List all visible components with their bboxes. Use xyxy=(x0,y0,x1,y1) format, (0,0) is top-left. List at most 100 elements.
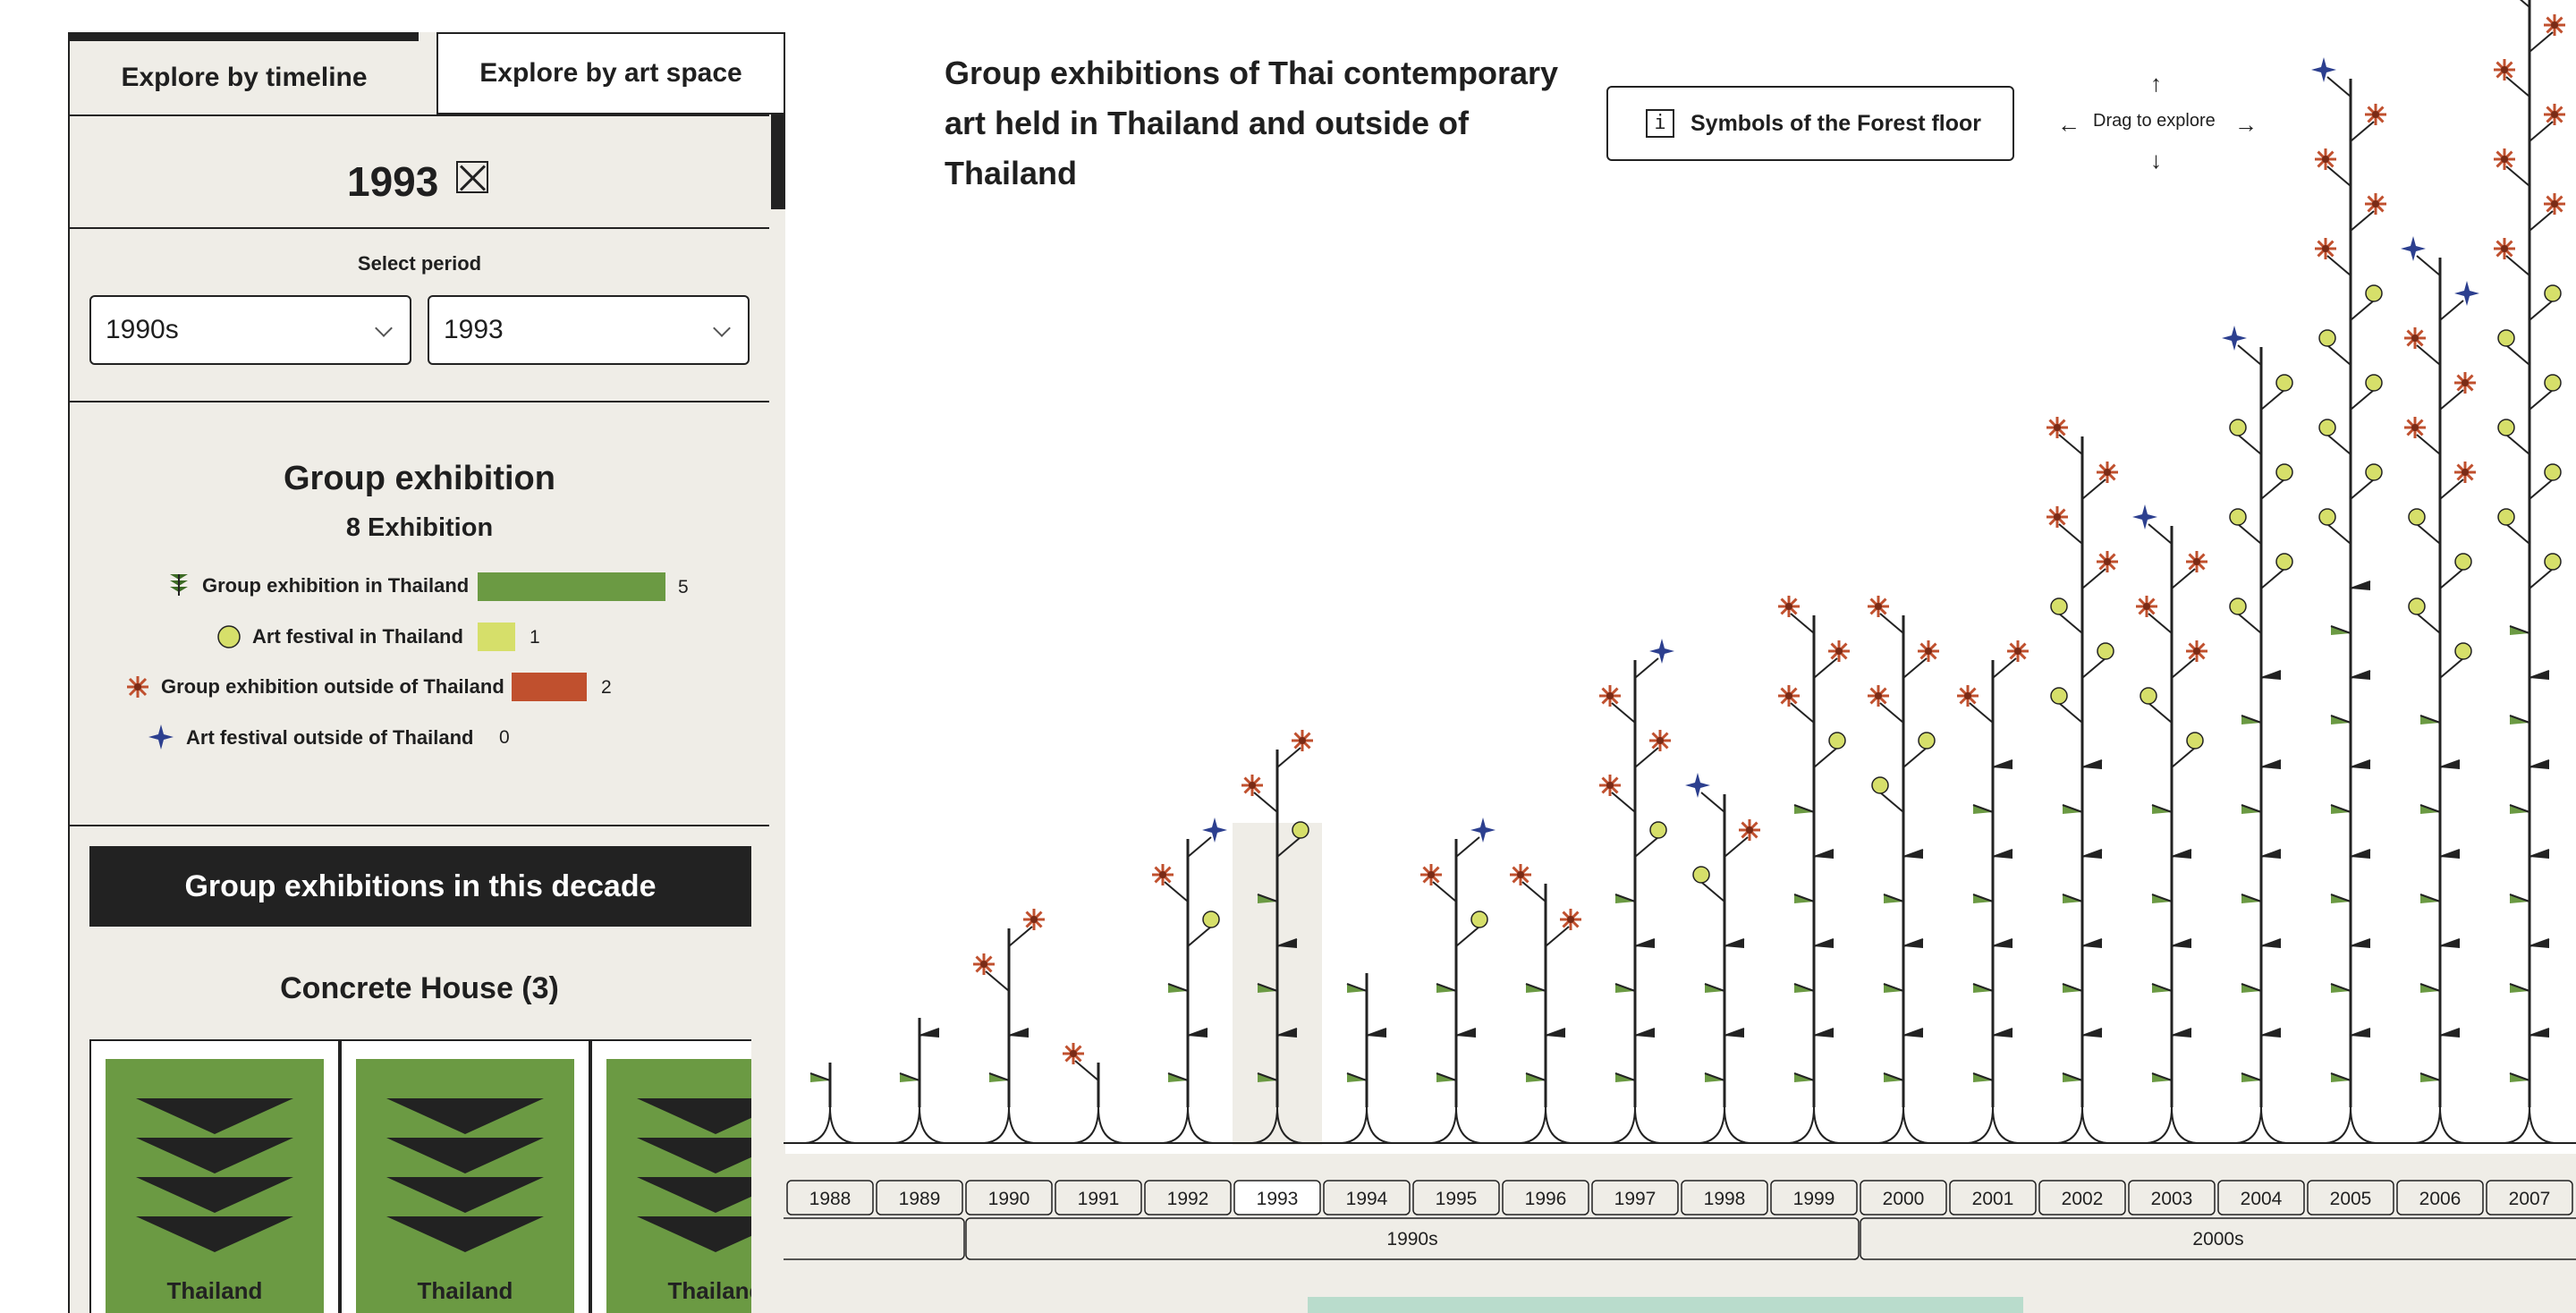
decade-box[interactable] xyxy=(784,1217,965,1260)
leaf-stem xyxy=(1257,894,1278,902)
decade-exhibitions-button[interactable]: Group exhibitions in this decade xyxy=(89,846,751,927)
exhibition-card[interactable]: Thailand xyxy=(340,1039,590,1313)
branch xyxy=(2058,523,2083,545)
year-box[interactable] xyxy=(1233,1180,1321,1216)
year-box[interactable] xyxy=(876,1180,963,1216)
leaf-stem xyxy=(2529,1028,2550,1037)
branch xyxy=(2148,613,2173,634)
circle-mark xyxy=(2408,597,2426,615)
plant-base xyxy=(2504,1106,2555,1144)
year-box[interactable] xyxy=(1591,1180,1679,1216)
panel-scrollbar[interactable] xyxy=(771,114,785,209)
year-box[interactable] xyxy=(1860,1180,1947,1216)
branch xyxy=(2058,702,2083,724)
year-box[interactable] xyxy=(1055,1180,1142,1216)
arrow-up-icon: ↑ xyxy=(2150,70,2162,97)
year-label: 2007 xyxy=(2509,1189,2551,1209)
year-box[interactable] xyxy=(2128,1180,2216,1216)
branch xyxy=(2237,523,2262,545)
branch xyxy=(1545,926,1570,947)
leaf-stem xyxy=(1972,1072,1994,1081)
year-box[interactable] xyxy=(1681,1180,1768,1216)
branch xyxy=(2505,434,2530,455)
plant-base xyxy=(1699,1106,1750,1144)
flower-mark xyxy=(1023,909,1045,930)
tab-explore-by-timeline[interactable]: Explore by timeline xyxy=(70,32,419,114)
leaf-stem xyxy=(2171,938,2192,947)
leaf-stem xyxy=(1346,1072,1368,1081)
forest-floor-legend-button[interactable]: i Symbols of the Forest floor xyxy=(1606,86,2014,161)
branch xyxy=(1902,657,1928,679)
year-box[interactable] xyxy=(1502,1180,1589,1216)
leaf-stem xyxy=(2241,715,2262,724)
year-box[interactable] xyxy=(1949,1180,2037,1216)
leaf-stem xyxy=(1992,1028,2013,1037)
year-box[interactable] xyxy=(965,1180,1053,1216)
branch xyxy=(2350,121,2375,142)
branch xyxy=(1187,926,1212,947)
year-box[interactable] xyxy=(2486,1180,2573,1216)
flower-mark xyxy=(2544,104,2565,125)
close-icon[interactable] xyxy=(456,161,488,193)
year-plant-1996 xyxy=(1510,864,1581,1144)
year-select[interactable]: 1993 xyxy=(428,295,750,365)
flower-center xyxy=(2104,469,2111,476)
branch xyxy=(1164,881,1189,902)
flower-center xyxy=(1875,692,1882,699)
exhibition-card[interactable]: Thailand xyxy=(590,1039,751,1313)
year-plant-2005 xyxy=(2311,57,2386,1144)
circle-mark xyxy=(2497,419,2515,436)
year-label: 1995 xyxy=(1436,1189,1478,1209)
year-label: 1989 xyxy=(899,1189,941,1209)
branch xyxy=(2416,434,2441,455)
year-label: 1990 xyxy=(988,1189,1030,1209)
leaf-stem xyxy=(2350,1028,2371,1037)
leaf-stem xyxy=(1972,804,1994,813)
year-plant-1991 xyxy=(1063,1043,1124,1144)
decade-label: 2000s xyxy=(2192,1229,2243,1249)
decade-label: 1990s xyxy=(1386,1229,1437,1249)
year-box[interactable] xyxy=(1770,1180,1858,1216)
year-box[interactable] xyxy=(1412,1180,1500,1216)
branch xyxy=(2519,0,2530,8)
year-box[interactable] xyxy=(2396,1180,2484,1216)
circle-mark xyxy=(2544,463,2562,481)
page-title: Group exhibitions of Thai contemporary a… xyxy=(945,55,1559,191)
year-box[interactable] xyxy=(786,1180,874,1216)
leaf-stem xyxy=(899,1072,920,1081)
arrow-down-icon: ↓ xyxy=(2150,147,2162,174)
branch xyxy=(2529,568,2554,589)
branch xyxy=(2081,479,2106,500)
decade-box[interactable] xyxy=(1860,1217,2576,1260)
forest-timeline-chart[interactable]: 1988 1989 1990 1991 1992 1993 1994 1995 1996 1997… xyxy=(784,0,2576,1313)
leaf-stem xyxy=(1883,983,1904,992)
divider xyxy=(70,401,769,402)
leaf-stem xyxy=(1704,983,1725,992)
year-plant-2007 xyxy=(2494,0,2565,1144)
decade-box[interactable] xyxy=(965,1217,1860,1260)
plant-base xyxy=(1609,1106,1661,1144)
leaf-stem xyxy=(2081,849,2103,858)
year-box[interactable] xyxy=(2038,1180,2126,1216)
branch xyxy=(1634,836,1659,858)
year-box[interactable] xyxy=(1144,1180,1232,1216)
decade-select[interactable]: 1990s xyxy=(89,295,411,365)
year-box[interactable] xyxy=(2307,1180,2394,1216)
branch xyxy=(1790,613,1815,634)
year-box[interactable] xyxy=(1323,1180,1411,1216)
branch xyxy=(2326,523,2351,545)
chevron-down-icon xyxy=(713,319,731,337)
branch xyxy=(2081,657,2106,679)
tab-explore-by-art-space[interactable]: Explore by art space xyxy=(436,32,785,114)
divider xyxy=(70,825,769,826)
flower-mark xyxy=(2365,193,2386,215)
flower-center xyxy=(980,961,987,968)
star-mark xyxy=(1649,639,1674,664)
leaf-stem xyxy=(1257,1072,1278,1081)
card-artwork: Thailand xyxy=(356,1059,574,1313)
year-box[interactable] xyxy=(2217,1180,2305,1216)
exhibition-card[interactable]: Thailand xyxy=(89,1039,340,1313)
leaf-stem xyxy=(2241,894,2262,902)
leaf-stem xyxy=(809,1072,831,1081)
legend-count: 2 xyxy=(601,677,612,698)
